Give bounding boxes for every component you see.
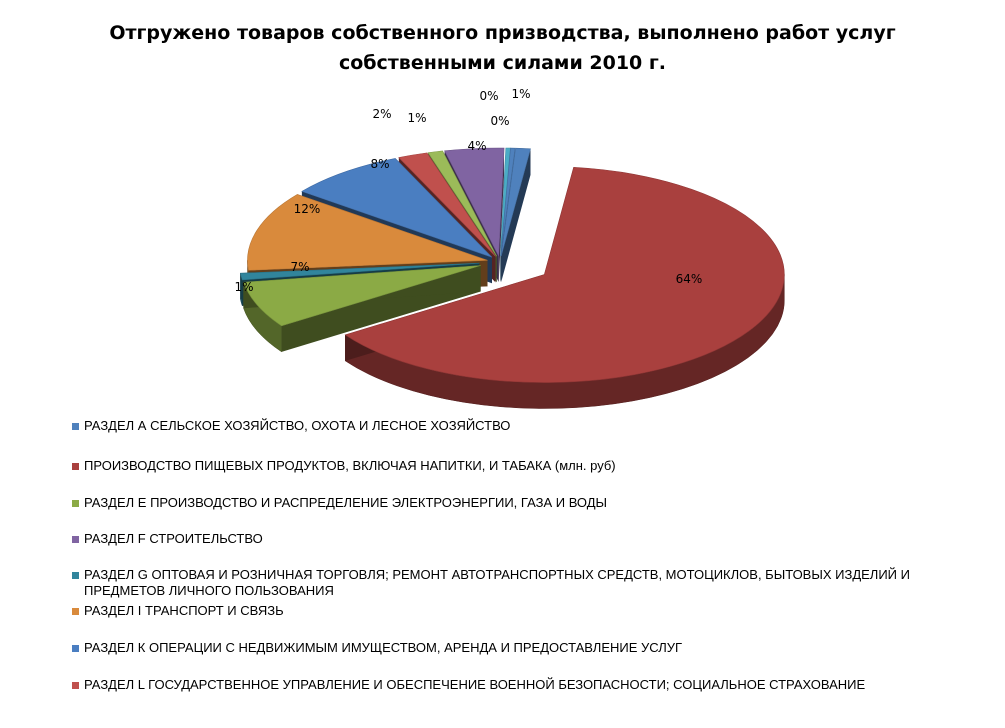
legend-swatch <box>72 500 79 507</box>
legend-swatch <box>72 423 79 430</box>
pie-slice-top <box>243 265 481 327</box>
legend-label: РАЗДЕЛ L ГОСУДАРСТВЕННОЕ УПРАВЛЕНИЕ И ОБ… <box>84 677 866 692</box>
pie-slice-top <box>240 262 480 281</box>
legend-swatch <box>72 608 79 615</box>
pie-slice-label-3: 1% <box>234 280 253 294</box>
pie-slice-top <box>398 152 496 257</box>
pie-slice-1 <box>344 167 785 409</box>
legend-swatch <box>72 645 79 652</box>
chart-title-line-2: собственными силами 2010 г. <box>338 52 667 74</box>
pie-slice-label-2: 7% <box>290 260 309 274</box>
pie-slice-top <box>500 147 516 257</box>
pie-slice-edge <box>501 148 531 283</box>
legend-label: РАЗДЕЛ F СТРОИТЕЛЬСТВО <box>84 531 263 546</box>
legend-label: РАЗДЕЛ G ОПТОВАЯ И РОЗНИЧНАЯ ТОРГОВЛЯ; Р… <box>84 567 910 598</box>
pie-slice-edge <box>498 148 505 283</box>
pie-slice-label-9: 0% <box>479 89 498 103</box>
legend-label: РАЗДЕЛ К ОПЕРАЦИИ С НЕДВИЖИМЫМ ИМУЩЕСТВО… <box>84 640 683 655</box>
pie-slice-label-6: 2% <box>372 107 391 121</box>
pie-slice-label-0: 1% <box>511 87 530 101</box>
legend-swatch <box>72 463 79 470</box>
pie-slice-top <box>344 167 785 383</box>
legend-label: ПРОИЗВОДСТВО ПИЩЕВЫХ ПРОДУКТОВ, ВКЛЮЧАЯ … <box>84 458 616 473</box>
pie-slice-top <box>301 158 493 258</box>
legend-label: РАЗДЕЛ E ПРОИЗВОДСТВО И РАСПРЕДЕЛЕНИЕ ЭЛ… <box>84 495 608 510</box>
pie-slice-2 <box>243 265 481 353</box>
chart-title-line-1: Отгружено товаров собственного призводст… <box>109 22 896 44</box>
pie-slice-label-10: 0% <box>490 114 509 128</box>
legend-swatch <box>72 682 79 689</box>
pie-slice-top <box>444 147 505 258</box>
pie-slice-label-5: 8% <box>370 157 389 171</box>
pie-slice-0 <box>500 147 531 283</box>
pie-slice-top <box>500 147 531 257</box>
pie-slice-label-1: 64% <box>676 272 703 286</box>
pie-slice-top <box>247 194 488 271</box>
pie-slice-4 <box>247 194 488 297</box>
legend-label: РАЗДЕЛ I ТРАНСПОРТ И СВЯЗЬ <box>84 603 284 618</box>
legend-label: РАЗДЕЛ А СЕЛЬСКОЕ ХОЗЯЙСТВО, ОХОТА И ЛЕС… <box>84 418 511 433</box>
pie-slice-label-8: 4% <box>467 139 486 153</box>
pie-slice-label-4: 12% <box>294 202 321 216</box>
legend-swatch <box>72 572 79 579</box>
pie-slice-label-7: 1% <box>407 111 426 125</box>
legend-swatch <box>72 536 79 543</box>
pie-slice-top <box>427 150 497 257</box>
chart-title: Отгружено товаров собственного призводст… <box>0 18 1005 78</box>
pie-chart: 1% 64% 7% 1% 12% 8% 2% 1% 4% 0% 0% <box>234 87 785 409</box>
